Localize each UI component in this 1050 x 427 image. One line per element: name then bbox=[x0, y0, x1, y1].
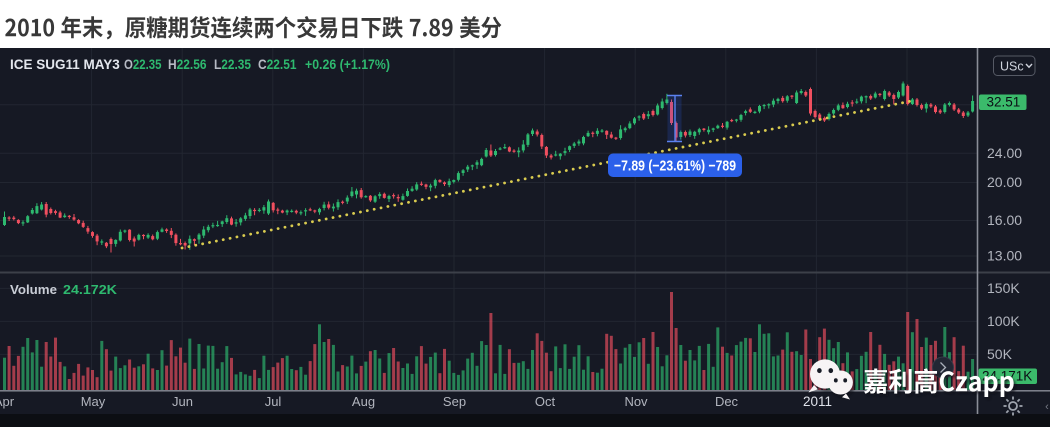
svg-text:ICE SUG11 MAY3: ICE SUG11 MAY3 bbox=[10, 57, 120, 72]
svg-text:‹: ‹ bbox=[1045, 401, 1049, 413]
svg-text:32.51: 32.51 bbox=[987, 95, 1021, 110]
svg-text:C22.51: C22.51 bbox=[258, 57, 297, 72]
svg-text:Oct: Oct bbox=[535, 394, 556, 409]
svg-text:Nov: Nov bbox=[624, 394, 648, 409]
svg-text:May: May bbox=[81, 394, 106, 409]
svg-text:16.00: 16.00 bbox=[987, 212, 1022, 228]
svg-text:Apr: Apr bbox=[0, 394, 15, 409]
svg-text:H22.56: H22.56 bbox=[168, 57, 207, 72]
svg-text:100K: 100K bbox=[987, 313, 1020, 329]
svg-text:O22.35: O22.35 bbox=[124, 57, 162, 72]
svg-text:Sep: Sep bbox=[443, 394, 466, 409]
svg-text:Jul: Jul bbox=[265, 394, 282, 409]
svg-text:USc: USc bbox=[1000, 60, 1024, 74]
svg-text:2011: 2011 bbox=[803, 394, 832, 409]
svg-text:13.00: 13.00 bbox=[987, 248, 1022, 264]
svg-text:24.172K: 24.172K bbox=[63, 282, 118, 297]
svg-text:Jun: Jun bbox=[172, 394, 193, 409]
svg-text:−7.89 (−23.61%) −789: −7.89 (−23.61%) −789 bbox=[614, 158, 736, 175]
svg-text:Volume: Volume bbox=[10, 282, 57, 297]
svg-text:L22.35: L22.35 bbox=[214, 57, 251, 72]
svg-text:24.00: 24.00 bbox=[987, 145, 1022, 161]
svg-text:Dec: Dec bbox=[715, 394, 739, 409]
svg-text:+0.26 (+1.17%): +0.26 (+1.17%) bbox=[305, 57, 390, 72]
svg-text:20.00: 20.00 bbox=[987, 174, 1022, 190]
svg-text:Aug: Aug bbox=[352, 394, 375, 409]
svg-text:150K: 150K bbox=[987, 280, 1020, 296]
svg-text:50K: 50K bbox=[987, 346, 1013, 362]
